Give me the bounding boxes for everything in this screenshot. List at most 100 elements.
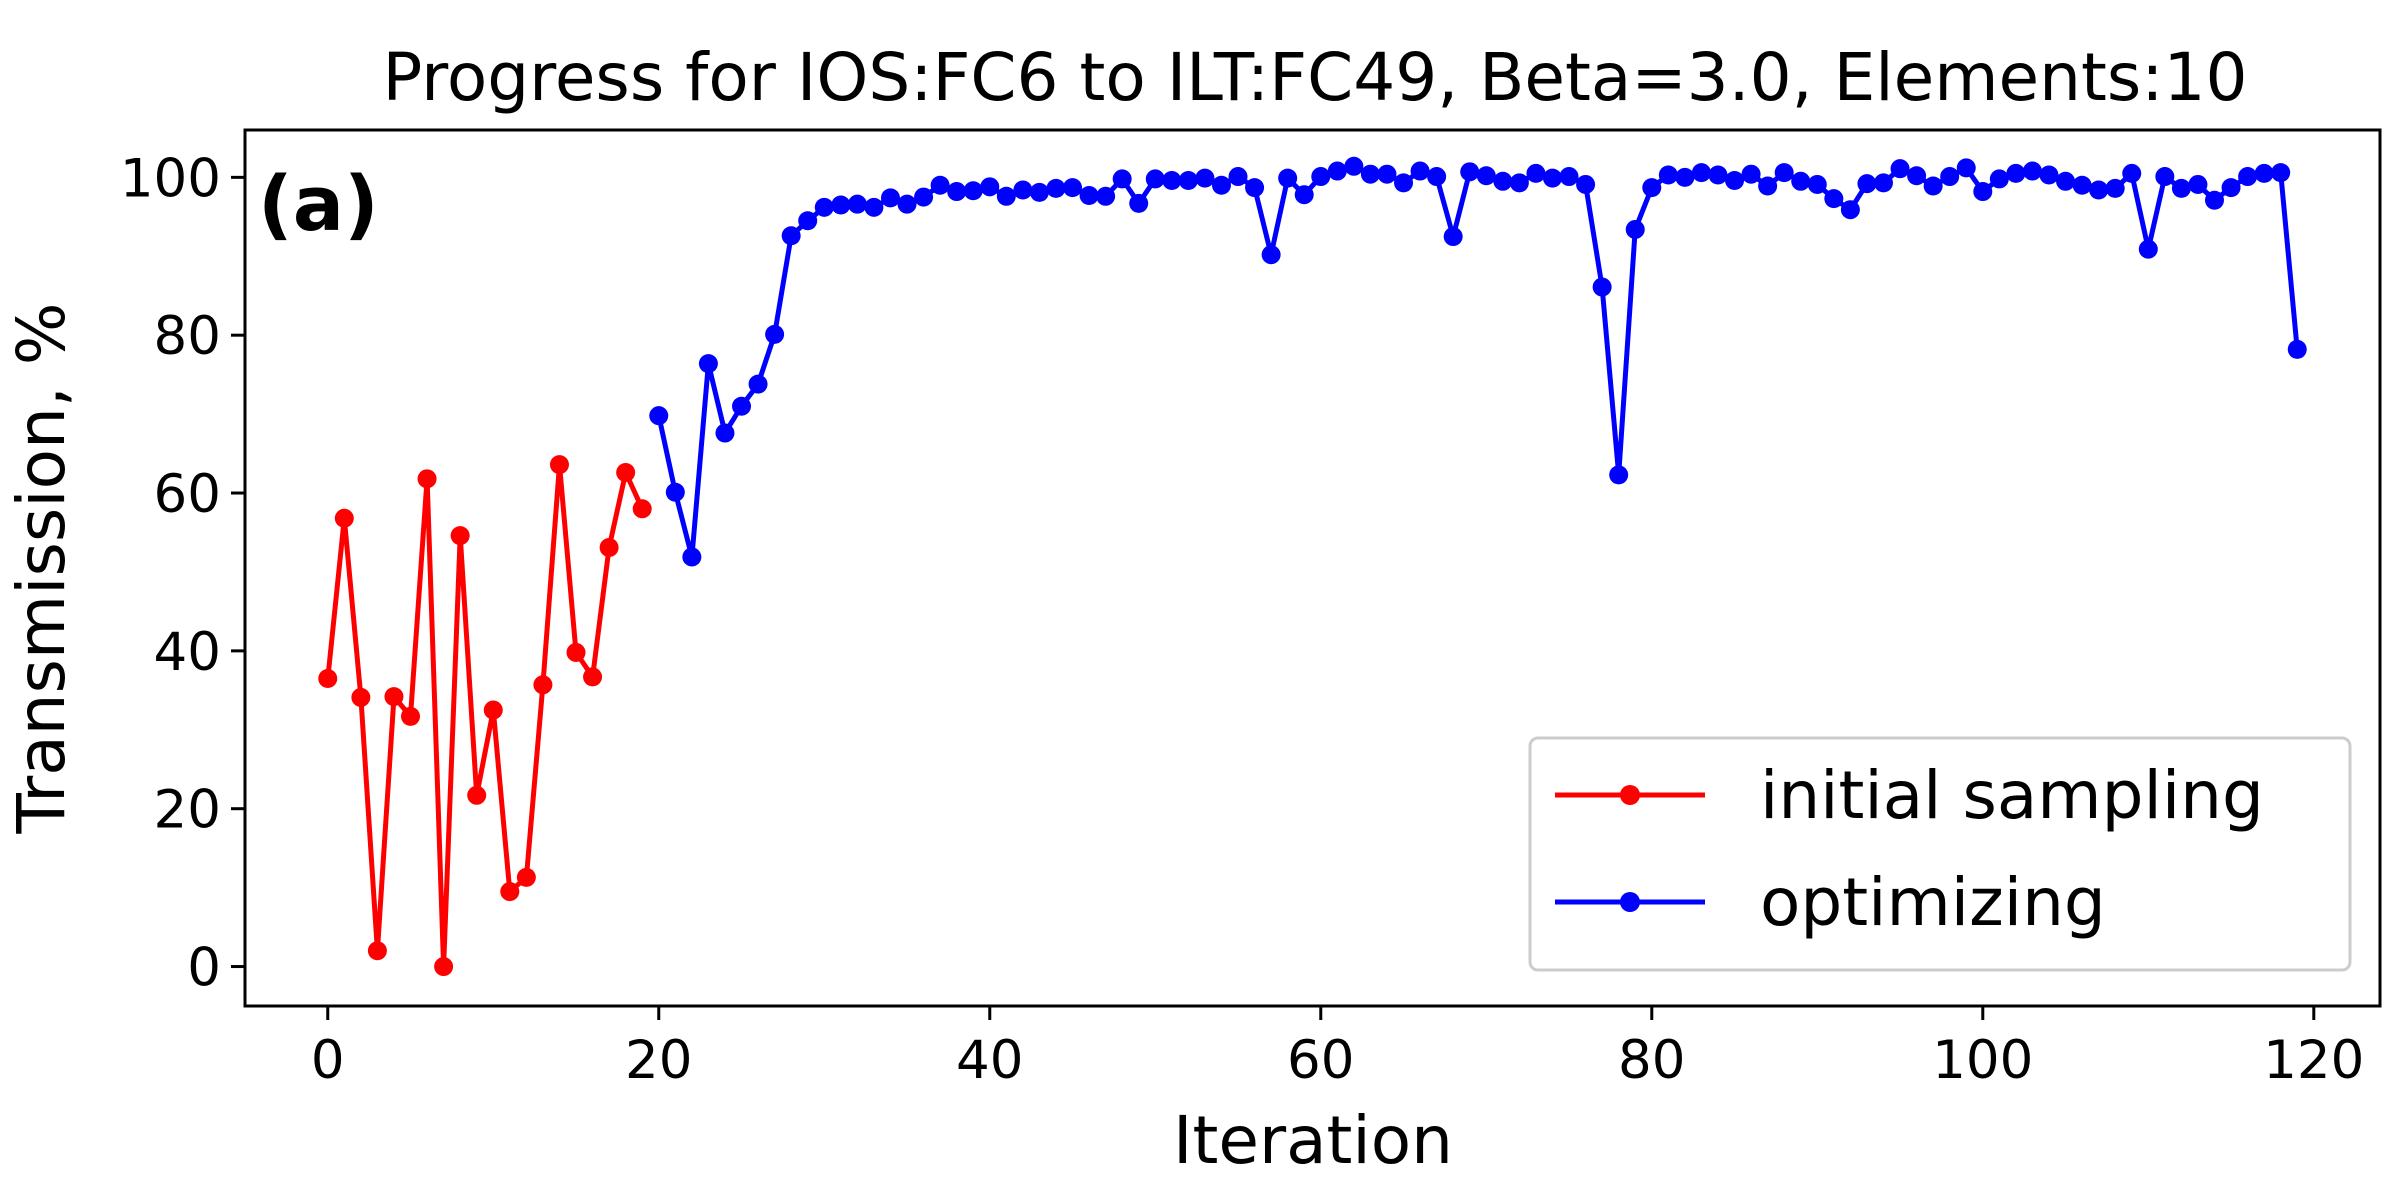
data-point-optimizing — [1129, 193, 1149, 213]
data-point-optimizing — [765, 324, 785, 344]
data-point-optimizing — [2188, 174, 2208, 194]
data-point-optimizing — [1956, 158, 1976, 178]
data-point-optimizing — [864, 197, 884, 217]
panel-label: (a) — [258, 159, 379, 248]
data-point-initial-sampling — [483, 700, 503, 720]
data-point-optimizing — [847, 194, 867, 214]
x-tick-label: 20 — [625, 1030, 692, 1091]
data-point-optimizing — [963, 181, 983, 201]
legend-box — [1528, 736, 2352, 972]
data-point-optimizing — [1857, 174, 1877, 194]
x-tick-label: 100 — [1932, 1030, 2033, 1091]
data-point-initial-sampling — [367, 941, 387, 961]
data-point-optimizing — [914, 187, 934, 207]
data-point-initial-sampling — [450, 526, 470, 546]
y-tick-label: 40 — [154, 622, 221, 683]
data-point-optimizing — [2138, 239, 2158, 259]
data-point-initial-sampling — [632, 499, 652, 519]
data-point-optimizing — [1029, 182, 1049, 202]
data-point-optimizing — [1824, 189, 1844, 209]
data-point-optimizing — [2022, 161, 2042, 181]
data-point-optimizing — [1063, 178, 1083, 198]
data-point-optimizing — [1294, 185, 1314, 205]
data-point-optimizing — [930, 175, 950, 195]
data-point-initial-sampling — [616, 463, 636, 483]
data-point-initial-sampling — [533, 675, 553, 695]
data-point-optimizing — [1046, 178, 1066, 198]
data-point-optimizing — [2221, 178, 2241, 198]
data-point-optimizing — [682, 547, 702, 567]
y-tick-label: 20 — [154, 780, 221, 841]
data-point-optimizing — [2105, 178, 2125, 198]
data-point-optimizing — [1526, 163, 1546, 183]
data-point-optimizing — [732, 396, 752, 416]
x-tick-label: 80 — [1618, 1030, 1685, 1091]
data-point-optimizing — [2072, 175, 2092, 195]
data-point-optimizing — [1360, 164, 1380, 184]
data-point-optimizing — [781, 226, 801, 246]
data-point-optimizing — [996, 186, 1016, 206]
data-point-optimizing — [1658, 165, 1678, 185]
data-point-optimizing — [1625, 219, 1645, 239]
y-tick-label: 60 — [154, 464, 221, 525]
legend-marker-initial-sampling — [1620, 785, 1640, 805]
x-tick-label: 60 — [1287, 1030, 1354, 1091]
data-point-optimizing — [1542, 168, 1562, 188]
data-point-optimizing — [2204, 190, 2224, 210]
data-point-optimizing — [1741, 164, 1761, 184]
series-layer — [318, 156, 2307, 977]
data-point-optimizing — [698, 354, 718, 374]
data-point-optimizing — [1840, 200, 1860, 220]
x-axis-label: Iteration — [1173, 1102, 1453, 1179]
data-point-optimizing — [1394, 173, 1414, 193]
data-point-initial-sampling — [599, 537, 619, 557]
legend-label-initial-sampling: initial sampling — [1760, 757, 2264, 834]
data-point-initial-sampling — [417, 469, 437, 489]
data-point-optimizing — [1493, 171, 1513, 191]
data-point-optimizing — [1907, 166, 1927, 186]
data-point-optimizing — [1013, 180, 1033, 200]
data-point-optimizing — [1311, 167, 1331, 187]
data-point-initial-sampling — [467, 785, 487, 805]
data-point-optimizing — [1145, 169, 1165, 189]
legend-label-optimizing: optimizing — [1760, 864, 2106, 941]
y-tick-label: 100 — [120, 148, 221, 209]
data-point-optimizing — [1245, 178, 1265, 198]
y-tick-label: 0 — [187, 938, 221, 999]
data-point-optimizing — [798, 211, 818, 231]
plot-area-frame — [243, 128, 2382, 1008]
data-point-optimizing — [1377, 164, 1397, 184]
data-point-optimizing — [2271, 163, 2291, 183]
data-point-optimizing — [1873, 173, 1893, 193]
data-point-initial-sampling — [434, 957, 454, 977]
data-point-optimizing — [649, 406, 669, 426]
data-point-optimizing — [2171, 178, 2191, 198]
data-point-initial-sampling — [516, 867, 536, 887]
data-point-optimizing — [2287, 339, 2307, 359]
data-point-optimizing — [1162, 171, 1182, 191]
data-point-optimizing — [1228, 167, 1248, 187]
series-line-initial-sampling — [325, 462, 645, 969]
data-point-optimizing — [1195, 168, 1215, 188]
data-point-initial-sampling — [583, 667, 603, 687]
data-point-optimizing — [897, 194, 917, 214]
data-point-optimizing — [1278, 168, 1298, 188]
data-point-optimizing — [1096, 186, 1116, 206]
data-point-optimizing — [814, 197, 834, 217]
data-point-optimizing — [1642, 178, 1662, 198]
data-point-optimizing — [1725, 171, 1745, 191]
data-point-optimizing — [1559, 167, 1579, 187]
data-point-optimizing — [1989, 169, 2009, 189]
data-point-optimizing — [2039, 165, 2059, 185]
data-point-optimizing — [1178, 171, 1198, 191]
data-point-optimizing — [2254, 163, 2274, 183]
y-tick-label: 80 — [154, 306, 221, 367]
data-point-initial-sampling — [334, 508, 354, 528]
data-point-optimizing — [1576, 174, 1596, 194]
data-point-initial-sampling — [500, 882, 520, 902]
data-point-initial-sampling — [351, 687, 371, 707]
data-point-optimizing — [1261, 245, 1281, 265]
data-point-optimizing — [947, 182, 967, 202]
data-point-optimizing — [1211, 175, 1231, 195]
data-point-optimizing — [880, 188, 900, 208]
